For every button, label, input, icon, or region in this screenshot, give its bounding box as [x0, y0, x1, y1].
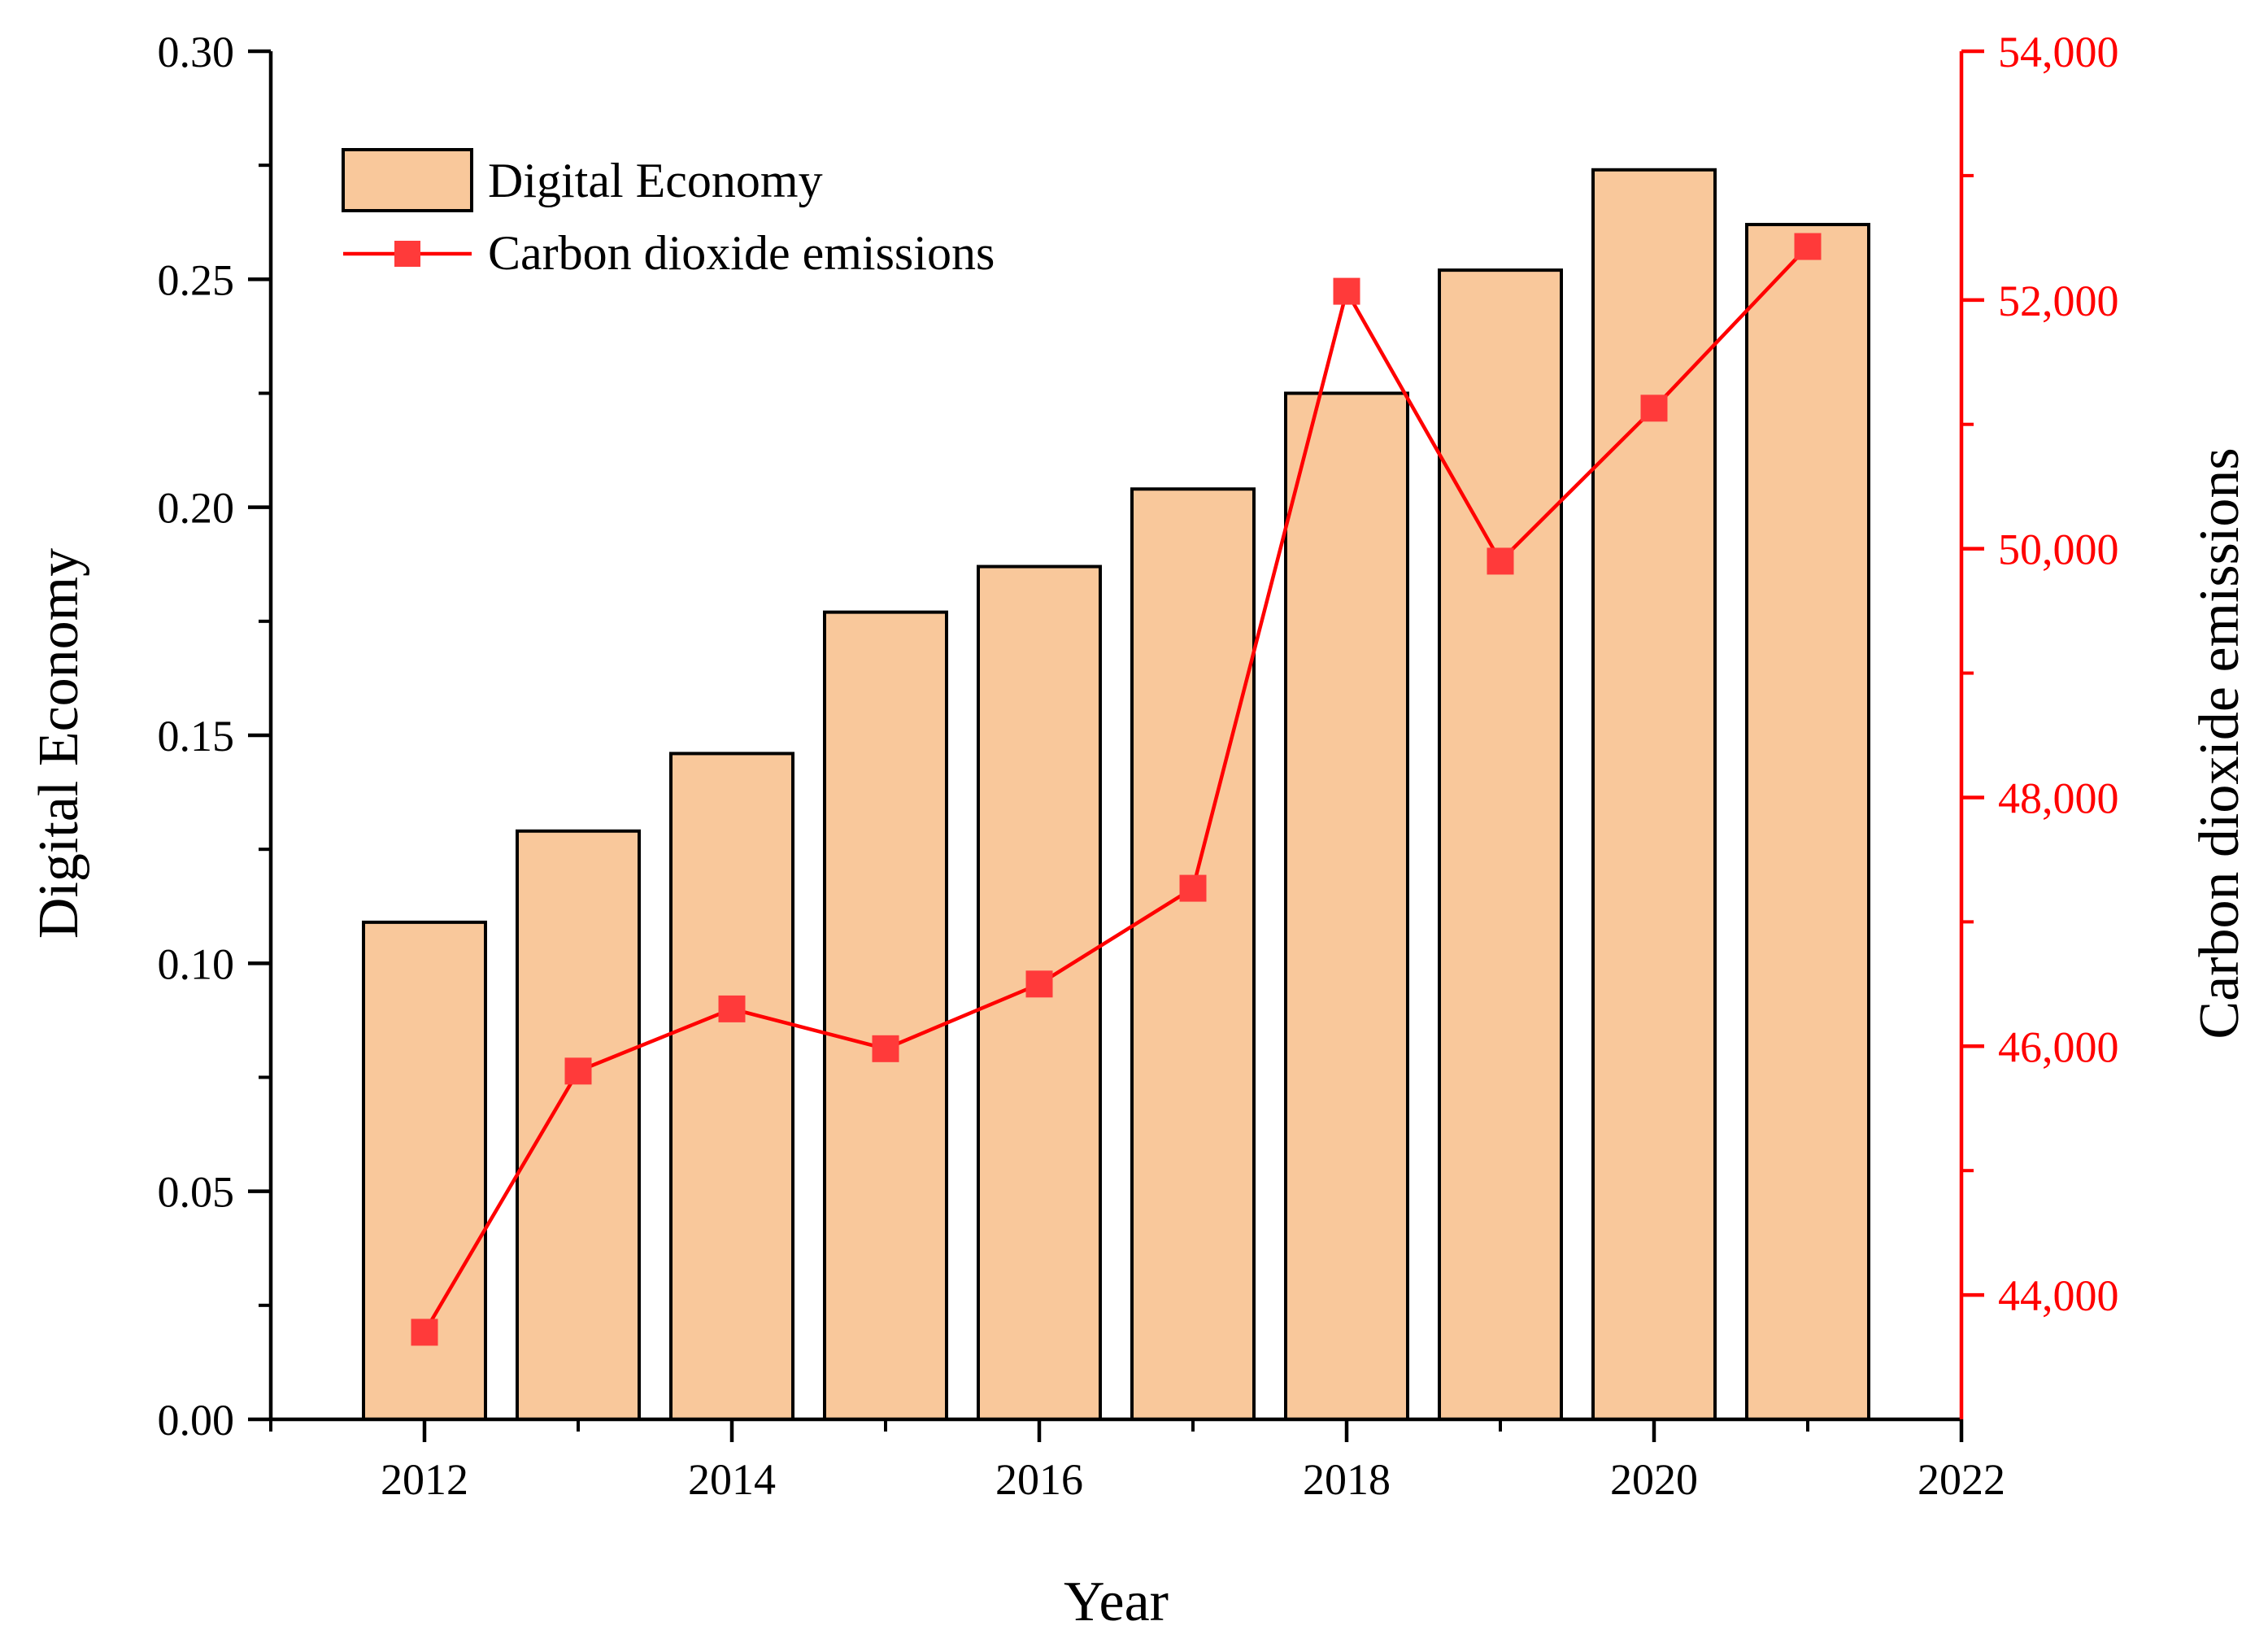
- bar-2015: [823, 610, 948, 1421]
- right-y-tick-label: 46,000: [1998, 1022, 2119, 1071]
- co2-marker-2020: [1640, 394, 1668, 422]
- co2-marker-2013: [564, 1057, 592, 1085]
- left-y-tick-label: 0.20: [158, 484, 235, 533]
- co2-marker-2016: [1025, 970, 1053, 998]
- bar-2018: [1284, 391, 1409, 1421]
- co2-line: [423, 245, 1809, 1334]
- right-y-axis-label: Carbon dioxide emissions: [2188, 447, 2251, 1039]
- left-y-tick-label: 0.00: [158, 1396, 235, 1445]
- co2-marker-2019: [1487, 547, 1514, 575]
- co2-marker-2015: [872, 1035, 899, 1062]
- right-y-tick-label: 44,000: [1998, 1271, 2119, 1320]
- legend-bar-swatch: [342, 148, 473, 212]
- left-y-tick-label: 0.05: [158, 1168, 235, 1217]
- co2-marker-2017: [1179, 874, 1207, 902]
- x-tick-label: 2014: [688, 1455, 776, 1504]
- line-series: [411, 233, 1822, 1346]
- x-axis-label: Year: [1064, 1571, 1169, 1630]
- legend-label-digital-economy: Digital Economy: [488, 154, 823, 207]
- bar-2013: [516, 829, 641, 1421]
- right-y-tick-label: 52,000: [1998, 277, 2119, 325]
- bar-2020: [1591, 168, 1717, 1422]
- left-y-axis-label: Digital Economy: [28, 548, 90, 939]
- co2-marker-2021: [1794, 233, 1822, 260]
- x-tick-label: 2018: [1303, 1455, 1391, 1504]
- ticks: 0.00 0.05 0.10 0.15 0.20 0.25 0.30 44,000 46,000…: [158, 28, 2119, 1504]
- co2-marker-2014: [718, 995, 746, 1022]
- x-tick-label: 2016: [995, 1455, 1083, 1504]
- left-y-tick-label: 0.25: [158, 255, 235, 304]
- left-y-tick-label: 0.15: [158, 712, 235, 761]
- co2-marker-2018: [1333, 277, 1360, 305]
- x-tick-label: 2022: [1918, 1455, 2005, 1504]
- x-tick-label: 2020: [1610, 1455, 1698, 1504]
- bar-2019: [1438, 268, 1563, 1421]
- bar-2021: [1745, 223, 1870, 1421]
- bar-series: [362, 168, 1870, 1422]
- legend-marker-swatch: [394, 241, 420, 267]
- right-y-tick-label: 48,000: [1998, 774, 2119, 822]
- legend-label-co2: Carbon dioxide emissions: [488, 226, 995, 280]
- x-tick-label: 2012: [381, 1455, 468, 1504]
- right-y-tick-label: 50,000: [1998, 525, 2119, 574]
- bar-2017: [1130, 487, 1256, 1421]
- right-y-tick-label: 54,000: [1998, 28, 2119, 76]
- bar-2014: [669, 752, 794, 1421]
- left-y-tick-label: 0.10: [158, 939, 235, 988]
- legend: Digital Economy Carbon dioxide emissions: [342, 148, 995, 280]
- co2-marker-2012: [411, 1318, 438, 1346]
- left-y-tick-label: 0.30: [158, 28, 235, 76]
